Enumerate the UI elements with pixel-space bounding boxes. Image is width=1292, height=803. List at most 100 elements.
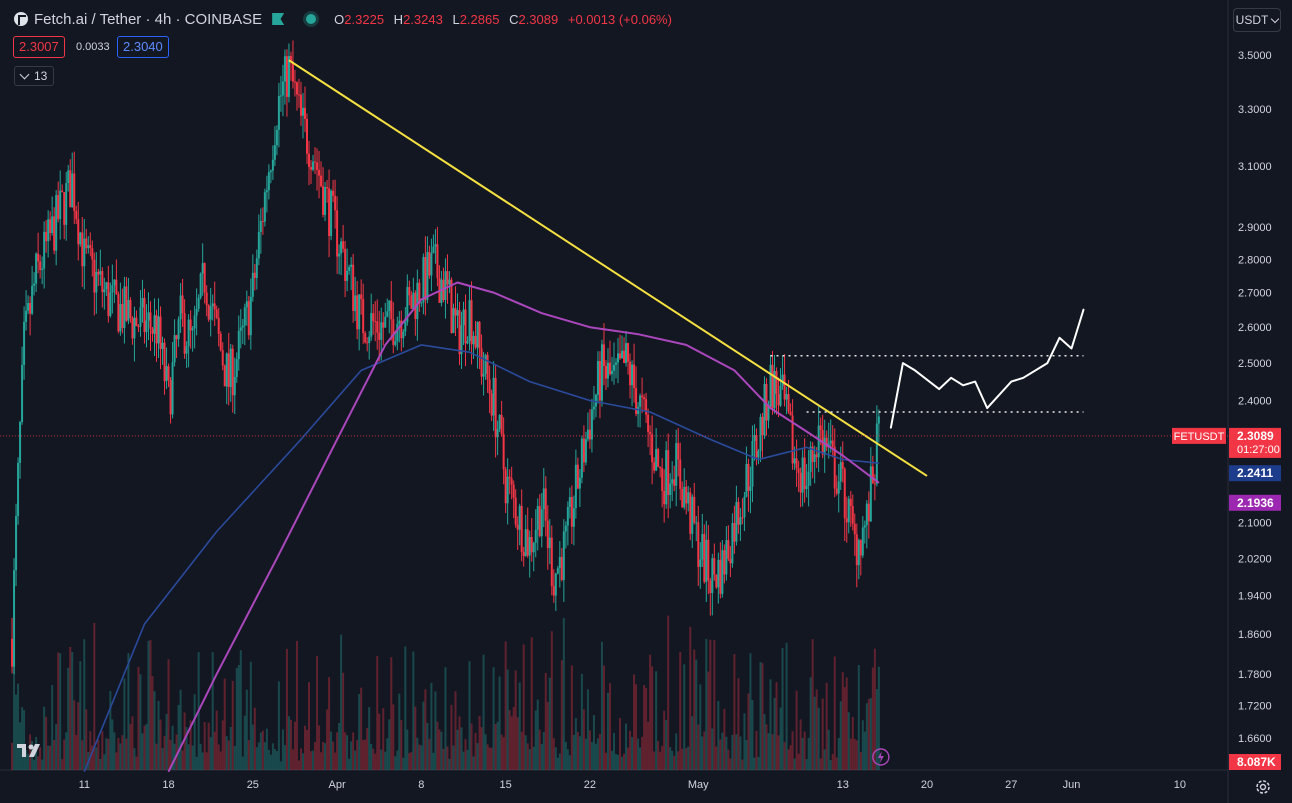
candle-body	[765, 383, 768, 421]
volume-bar	[147, 640, 150, 770]
x-tick-label: Jun	[1063, 779, 1081, 791]
candle-body	[843, 468, 846, 519]
candle-body	[711, 558, 714, 594]
buy-price-button[interactable]: 2.3040	[117, 36, 169, 58]
x-tick-label: 20	[921, 779, 933, 791]
y-tick-label: 2.0200	[1238, 553, 1272, 565]
ohlc-close-value: 2.3089	[518, 11, 559, 27]
candle-body	[137, 326, 140, 328]
candle-body	[735, 502, 738, 542]
candle-body	[320, 175, 323, 187]
volume-bar	[338, 722, 341, 770]
volume-bar	[137, 666, 140, 770]
volume-bar	[779, 707, 782, 770]
volume-bar	[580, 673, 583, 770]
candle-body	[338, 253, 341, 257]
volume-bar	[241, 756, 244, 770]
candle-body	[285, 56, 288, 97]
volume-bar	[839, 701, 842, 770]
volume-bar	[635, 684, 638, 770]
x-tick-label: Apr	[329, 779, 346, 791]
candle-body	[875, 423, 878, 484]
candle-body	[743, 496, 746, 518]
candle-countdown: 01:27:00	[1237, 444, 1280, 456]
candle-body	[69, 170, 72, 208]
volume-bar	[378, 713, 381, 770]
candle-body	[53, 216, 56, 251]
volume-bar	[647, 721, 650, 770]
candle-body	[141, 298, 144, 308]
candle-body	[474, 335, 477, 348]
candle-body	[75, 210, 78, 220]
volume-bar	[508, 710, 511, 770]
volume-bar	[151, 676, 154, 770]
volume-bar	[189, 720, 192, 770]
ohlc-open-value: 2.3225	[344, 11, 385, 27]
volume-bar	[37, 756, 40, 770]
candle-body	[625, 343, 628, 363]
x-tick-label: 13	[837, 779, 849, 791]
candle-body	[542, 488, 545, 510]
candle-body	[799, 472, 802, 493]
volume-bar	[717, 700, 720, 770]
symbol-title[interactable]: Fetch.ai / Tether · 4h · COINBASE	[34, 10, 263, 28]
volume-bar	[109, 691, 112, 770]
candle-body	[478, 321, 481, 349]
volume-bar	[253, 707, 256, 770]
candle-body	[548, 537, 551, 548]
volume-bar	[53, 739, 56, 770]
volume-bar	[697, 724, 700, 770]
volume-bar	[203, 721, 206, 770]
candle-body	[159, 316, 162, 349]
volume-bar	[372, 748, 375, 770]
candle-body	[524, 529, 527, 557]
volume-bar	[414, 706, 417, 770]
volume-bar	[731, 734, 734, 770]
candle-body	[783, 374, 786, 400]
volume-bar	[207, 722, 210, 770]
volume-bar	[41, 759, 44, 770]
volume-bar	[520, 731, 523, 770]
volume-bar	[291, 749, 294, 770]
candle-body	[99, 271, 102, 275]
flag-icon[interactable]	[272, 13, 285, 25]
candle-body	[207, 305, 210, 320]
volume-bar	[572, 734, 575, 770]
volume-bar	[171, 725, 174, 770]
volume-bar	[608, 683, 611, 770]
volume-bar	[454, 691, 457, 770]
candle-body	[81, 232, 84, 267]
volume-bar	[805, 759, 808, 770]
settings-gear-icon[interactable]	[1253, 777, 1273, 797]
volume-bar	[259, 732, 262, 770]
candle-body	[480, 348, 483, 377]
candle-body	[261, 220, 264, 222]
currency-selector[interactable]: USDT	[1233, 8, 1281, 32]
volume-bar	[871, 667, 874, 770]
indicators-toggle[interactable]: 13	[14, 66, 55, 86]
volume-bar	[273, 748, 276, 770]
y-tick-label: 2.7000	[1238, 288, 1272, 300]
volume-bar	[283, 745, 286, 770]
candle-body	[793, 458, 796, 464]
candle-body	[725, 540, 728, 575]
lightning-icon-bolt	[877, 751, 884, 763]
candle-body	[51, 216, 54, 234]
x-tick-label: 8	[418, 779, 424, 791]
candle-body	[406, 287, 409, 323]
candle-body	[281, 81, 284, 96]
candle-body	[508, 476, 511, 479]
candle-body	[31, 285, 34, 314]
volume-bar	[544, 672, 547, 770]
volume-bar	[442, 748, 445, 770]
volume-bar	[368, 707, 371, 770]
candle-body	[717, 559, 720, 588]
volume-bar	[631, 737, 634, 770]
sell-price-button[interactable]: 2.3007	[13, 36, 65, 58]
volume-bar	[799, 719, 802, 770]
volume-bar	[388, 719, 391, 770]
candle-body	[241, 325, 244, 328]
candle-body	[739, 517, 742, 525]
volume-bar	[655, 671, 658, 770]
